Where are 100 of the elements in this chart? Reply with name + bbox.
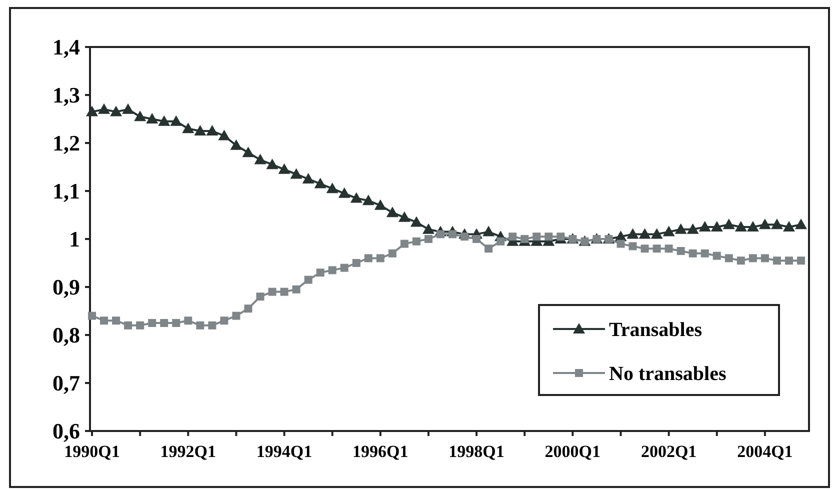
y-tick-label: 1 bbox=[69, 226, 80, 252]
point bbox=[364, 254, 372, 262]
point bbox=[662, 226, 675, 236]
x-tick-label: 1992Q1 bbox=[160, 442, 216, 461]
point bbox=[772, 256, 781, 265]
legend-label: Transables bbox=[609, 319, 702, 341]
point bbox=[760, 254, 769, 262]
point bbox=[98, 103, 110, 114]
point bbox=[100, 316, 108, 325]
point bbox=[700, 249, 709, 258]
point bbox=[218, 130, 230, 140]
y-tick-label: 0,6 bbox=[52, 418, 80, 444]
point bbox=[292, 285, 300, 294]
point bbox=[616, 240, 625, 248]
point bbox=[376, 254, 384, 262]
point bbox=[640, 244, 649, 253]
y-tick-label: 1,2 bbox=[52, 130, 80, 156]
point bbox=[626, 228, 639, 239]
point bbox=[724, 254, 733, 262]
point bbox=[208, 321, 216, 330]
point bbox=[722, 218, 735, 230]
point bbox=[532, 232, 541, 241]
point bbox=[112, 316, 120, 325]
x-tick-label: 1998Q1 bbox=[448, 442, 504, 461]
point bbox=[242, 146, 254, 158]
point bbox=[278, 163, 290, 174]
point bbox=[482, 226, 495, 236]
point bbox=[146, 113, 158, 124]
point bbox=[326, 182, 338, 194]
point bbox=[172, 319, 180, 327]
point bbox=[88, 312, 96, 320]
point bbox=[124, 321, 132, 330]
point bbox=[386, 206, 398, 218]
y-tick-label: 1,1 bbox=[52, 178, 80, 204]
point bbox=[302, 173, 314, 184]
point bbox=[410, 216, 422, 227]
y-tick-label: 1,4 bbox=[52, 34, 80, 60]
point bbox=[710, 221, 723, 232]
point bbox=[134, 110, 146, 122]
x-tick-label: 2004Q1 bbox=[737, 442, 793, 461]
point bbox=[158, 115, 170, 126]
point bbox=[362, 194, 374, 206]
point bbox=[398, 211, 410, 222]
point bbox=[628, 242, 637, 250]
point bbox=[220, 316, 228, 325]
point bbox=[244, 304, 252, 313]
point bbox=[148, 319, 156, 327]
point bbox=[196, 321, 204, 330]
point bbox=[422, 223, 434, 234]
point bbox=[400, 240, 408, 248]
point bbox=[688, 249, 697, 258]
point bbox=[758, 218, 771, 230]
legend-label: No transables bbox=[609, 363, 726, 385]
point bbox=[736, 256, 745, 265]
point bbox=[304, 276, 312, 284]
point bbox=[314, 178, 326, 188]
point bbox=[254, 154, 266, 164]
point bbox=[352, 259, 360, 267]
point bbox=[280, 288, 288, 296]
point bbox=[160, 319, 168, 327]
point bbox=[230, 139, 242, 150]
x-tick-label: 1990Q1 bbox=[64, 442, 120, 461]
point bbox=[556, 232, 565, 241]
point bbox=[268, 288, 276, 296]
point bbox=[698, 221, 711, 232]
point bbox=[484, 244, 493, 253]
point bbox=[652, 244, 661, 253]
point bbox=[184, 316, 192, 325]
point bbox=[472, 235, 481, 243]
x-tick-label: 2000Q1 bbox=[544, 442, 601, 461]
point bbox=[86, 106, 98, 116]
point bbox=[748, 254, 757, 262]
point bbox=[340, 264, 348, 272]
point bbox=[746, 221, 759, 232]
point bbox=[638, 228, 651, 239]
point bbox=[424, 235, 432, 243]
point bbox=[206, 125, 218, 136]
point bbox=[170, 115, 182, 126]
point bbox=[795, 218, 807, 230]
point bbox=[686, 223, 699, 234]
point bbox=[784, 256, 793, 265]
point bbox=[520, 235, 529, 243]
point bbox=[350, 192, 362, 203]
point bbox=[266, 158, 278, 170]
point bbox=[316, 268, 324, 277]
point bbox=[328, 266, 336, 274]
point bbox=[338, 187, 350, 198]
y-tick-label: 0,9 bbox=[52, 274, 80, 300]
point bbox=[782, 221, 795, 232]
point bbox=[194, 125, 206, 136]
point bbox=[676, 247, 685, 255]
point bbox=[734, 221, 747, 232]
point bbox=[674, 223, 687, 234]
y-tick-label: 0,7 bbox=[52, 370, 80, 396]
point bbox=[412, 237, 420, 246]
y-tick-label: 1,3 bbox=[52, 82, 80, 108]
point bbox=[388, 249, 396, 258]
x-tick-label: 1994Q1 bbox=[256, 442, 312, 461]
point bbox=[256, 292, 264, 301]
x-tick-label: 2002Q1 bbox=[640, 442, 697, 461]
